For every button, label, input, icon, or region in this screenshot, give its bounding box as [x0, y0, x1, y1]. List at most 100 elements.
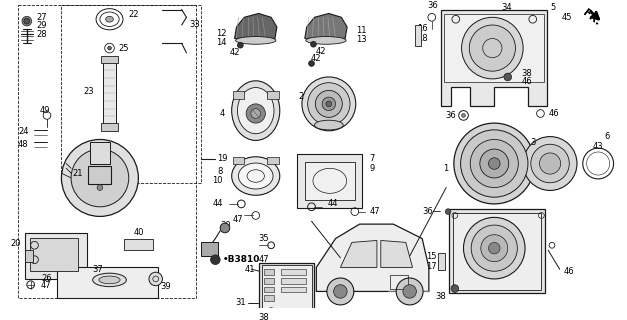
Circle shape — [523, 137, 577, 190]
Circle shape — [322, 97, 335, 111]
Circle shape — [480, 149, 508, 178]
Text: 36: 36 — [427, 1, 438, 10]
Bar — [265, 278, 274, 284]
Ellipse shape — [314, 120, 343, 130]
Circle shape — [334, 285, 347, 298]
Bar — [258, 263, 314, 313]
Ellipse shape — [238, 88, 274, 134]
Bar — [267, 157, 279, 164]
Bar — [56, 268, 157, 298]
Polygon shape — [317, 224, 429, 292]
Text: 44: 44 — [213, 199, 223, 208]
Polygon shape — [234, 13, 277, 38]
Bar — [61, 5, 201, 183]
Text: FR.: FR. — [581, 7, 603, 27]
Text: 4: 4 — [219, 109, 225, 118]
Circle shape — [315, 91, 342, 117]
Text: 47: 47 — [258, 255, 269, 264]
Bar — [449, 209, 545, 293]
Bar — [265, 287, 274, 292]
Circle shape — [220, 223, 229, 233]
Circle shape — [327, 278, 354, 305]
Bar — [265, 269, 274, 275]
Text: 46: 46 — [564, 267, 574, 276]
Text: 38: 38 — [258, 313, 270, 320]
Circle shape — [504, 73, 512, 81]
Circle shape — [149, 272, 162, 286]
Text: 14: 14 — [216, 38, 227, 47]
Circle shape — [531, 144, 569, 183]
Polygon shape — [441, 10, 547, 106]
Circle shape — [308, 60, 314, 66]
Text: 23: 23 — [83, 87, 94, 96]
Text: 30: 30 — [220, 220, 231, 229]
Polygon shape — [305, 13, 347, 38]
Bar — [18, 5, 196, 298]
Text: 34: 34 — [502, 3, 512, 12]
Ellipse shape — [306, 36, 346, 44]
Circle shape — [488, 158, 500, 169]
Circle shape — [24, 18, 29, 24]
Circle shape — [22, 16, 31, 26]
Text: 41: 41 — [244, 265, 255, 274]
Ellipse shape — [106, 16, 113, 22]
Circle shape — [488, 242, 500, 254]
Circle shape — [469, 25, 515, 71]
Text: 28: 28 — [36, 30, 47, 39]
Circle shape — [461, 130, 528, 197]
Ellipse shape — [238, 163, 273, 189]
Text: 45: 45 — [562, 13, 572, 22]
Text: 40: 40 — [133, 228, 144, 237]
Ellipse shape — [232, 81, 280, 140]
Text: 16: 16 — [418, 24, 428, 33]
Circle shape — [461, 114, 465, 117]
Text: 47: 47 — [40, 281, 51, 290]
Polygon shape — [445, 14, 544, 82]
Circle shape — [472, 225, 517, 271]
Text: 2: 2 — [298, 92, 304, 101]
Text: 25: 25 — [118, 44, 129, 52]
Bar — [453, 212, 541, 290]
Text: 26: 26 — [41, 275, 52, 284]
Ellipse shape — [93, 273, 127, 287]
Text: 39: 39 — [161, 282, 171, 291]
Circle shape — [481, 235, 508, 262]
Bar — [267, 92, 279, 99]
Text: 33: 33 — [189, 20, 200, 28]
Circle shape — [108, 46, 112, 50]
Bar — [305, 162, 355, 200]
Text: 44: 44 — [328, 199, 339, 208]
Circle shape — [463, 217, 525, 279]
Circle shape — [238, 42, 243, 48]
Text: 42: 42 — [311, 54, 322, 63]
Text: 21: 21 — [72, 169, 83, 178]
Text: 7: 7 — [369, 154, 374, 163]
Text: 36—: 36— — [422, 207, 441, 216]
Text: 46: 46 — [548, 109, 559, 118]
Bar — [124, 238, 153, 250]
Text: 5: 5 — [550, 3, 556, 12]
Text: 9: 9 — [369, 164, 374, 173]
Circle shape — [403, 285, 416, 298]
Circle shape — [470, 140, 519, 188]
Text: 18: 18 — [418, 34, 428, 43]
Bar — [281, 269, 306, 275]
Bar — [416, 25, 421, 46]
Ellipse shape — [232, 157, 280, 195]
Bar — [233, 157, 244, 164]
Circle shape — [308, 83, 350, 125]
Text: 24: 24 — [18, 127, 29, 136]
Bar — [90, 142, 110, 164]
Text: 42: 42 — [316, 47, 327, 56]
Bar — [438, 253, 445, 270]
Bar — [29, 237, 78, 271]
Text: 31: 31 — [236, 299, 246, 308]
Bar — [281, 278, 306, 284]
Text: 37: 37 — [93, 265, 103, 274]
Circle shape — [310, 41, 317, 47]
Text: 42: 42 — [229, 48, 240, 57]
Bar — [103, 58, 116, 125]
Ellipse shape — [99, 276, 120, 284]
Text: 49: 49 — [40, 106, 50, 115]
Bar — [201, 242, 218, 256]
